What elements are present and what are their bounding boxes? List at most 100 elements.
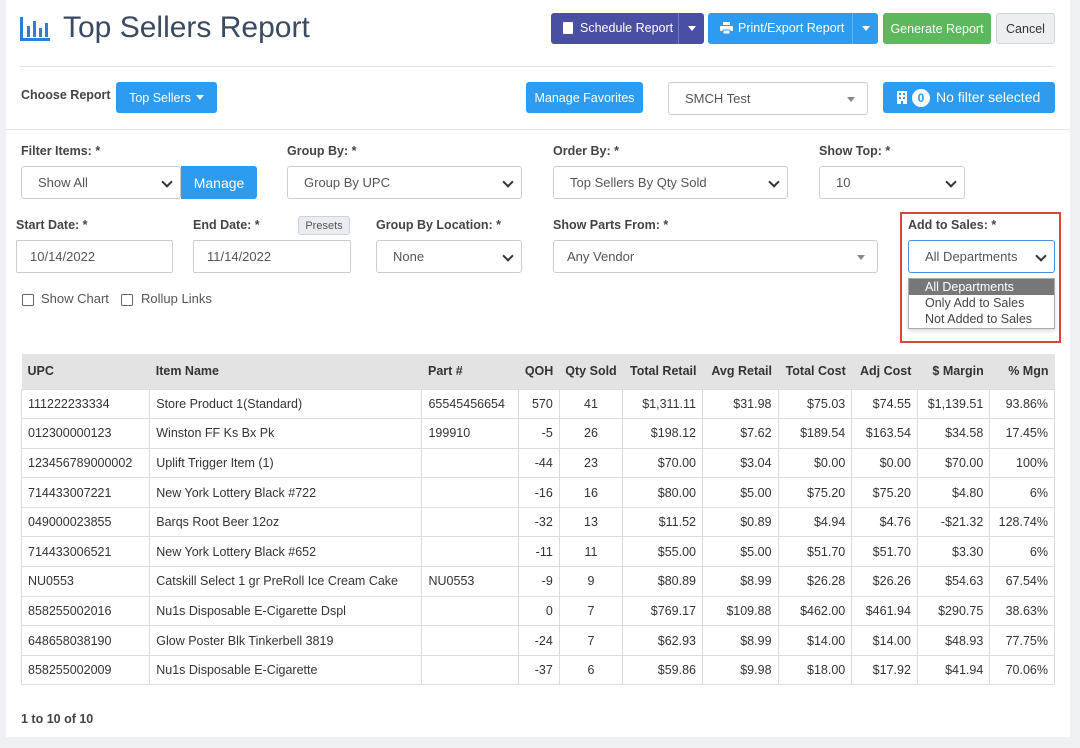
cell-upc: 858255002016 bbox=[20, 595, 151, 627]
report-type-dropdown[interactable]: Top Sellers bbox=[116, 82, 217, 113]
filter-items-label: Filter Items: * bbox=[21, 144, 101, 158]
cell-adj-cost: $14.00 bbox=[851, 625, 918, 656]
show-parts-select[interactable]: Any Vendor bbox=[553, 240, 878, 273]
cell-qoh: 0 bbox=[518, 595, 560, 627]
cell-avg-retail: $109.88 bbox=[701, 595, 779, 627]
cell-margin-percent: 70.06% bbox=[989, 654, 1055, 686]
show-chart-label: Show Chart bbox=[41, 291, 109, 306]
cell-total-retail: $80.89 bbox=[622, 566, 703, 597]
cell-qoh: -11 bbox=[518, 536, 560, 568]
cell-part-number bbox=[421, 595, 520, 627]
cell-item-name: Store Product 1(Standard) bbox=[149, 388, 423, 420]
cell-margin-percent: 93.86% bbox=[989, 388, 1055, 420]
cell-qty-sold: 16 bbox=[558, 477, 624, 508]
table-row[interactable]: 049000023855 Barqs Root Beer 12oz -32 13 $11… bbox=[20, 506, 1055, 538]
show-chart-checkbox[interactable] bbox=[22, 294, 34, 306]
cell-qty-sold: 11 bbox=[558, 536, 624, 568]
rollup-links-checkbox[interactable] bbox=[121, 294, 133, 306]
cell-qoh: -37 bbox=[518, 654, 560, 686]
show-top-select[interactable]: 10 bbox=[819, 166, 965, 199]
cell-adj-cost: $74.55 bbox=[851, 388, 918, 420]
cell-margin: $1,139.51 bbox=[916, 388, 991, 420]
column-header-total-cost[interactable]: Total Cost bbox=[778, 354, 852, 389]
option-all-departments[interactable]: All Departments bbox=[909, 279, 1054, 295]
cell-part-number bbox=[421, 506, 520, 538]
table-row[interactable]: 648658038190 Glow Poster Blk Tinkerbell 3… bbox=[20, 625, 1055, 656]
cell-item-name: Winston FF Ks Bx Pk bbox=[149, 418, 423, 449]
chevron-down-icon bbox=[502, 250, 514, 262]
column-header-adj-cost[interactable]: Adj Cost bbox=[851, 354, 918, 389]
cell-total-retail: $59.86 bbox=[622, 654, 703, 686]
end-date-input[interactable]: 11/14/2022 bbox=[193, 240, 351, 273]
schedule-report-dropdown[interactable] bbox=[678, 13, 704, 44]
cell-margin: $70.00 bbox=[916, 447, 991, 479]
column-header-margin[interactable]: $ Margin bbox=[917, 354, 990, 389]
cell-avg-retail: $9.98 bbox=[701, 654, 779, 686]
column-header-avg-retail[interactable]: Avg Retail bbox=[702, 354, 779, 389]
cell-margin-percent: 6% bbox=[989, 536, 1055, 568]
presets-button[interactable]: Presets bbox=[298, 216, 350, 235]
table-row[interactable]: NU0553 Catskill Select 1 gr PreRoll Ice C… bbox=[20, 566, 1055, 597]
cell-total-cost: $51.70 bbox=[777, 536, 853, 568]
filter-button[interactable]: 0 No filter selected bbox=[883, 82, 1055, 113]
table-row[interactable]: 858255002016 Nu1s Disposable E-Cigarette … bbox=[20, 595, 1055, 627]
cell-upc: 123456789000002 bbox=[20, 447, 151, 479]
cell-margin-percent: 128.74% bbox=[989, 506, 1055, 538]
cell-qoh: -5 bbox=[518, 418, 560, 449]
print-export-button[interactable]: Print/Export Report bbox=[708, 13, 878, 44]
manage-favorites-button[interactable]: Manage Favorites bbox=[526, 82, 643, 113]
cell-margin: $3.30 bbox=[916, 536, 991, 568]
cell-margin: $4.80 bbox=[916, 477, 991, 508]
cell-total-cost: $462.00 bbox=[777, 595, 853, 627]
column-header-item-name[interactable]: Item Name bbox=[149, 354, 422, 389]
filter-items-select[interactable]: Show All bbox=[21, 166, 181, 199]
cell-total-retail: $55.00 bbox=[622, 536, 703, 568]
column-header-qty-sold[interactable]: Qty Sold bbox=[559, 354, 623, 389]
generate-report-button[interactable]: Generate Report bbox=[883, 13, 991, 44]
order-by-value: Top Sellers By Qty Sold bbox=[570, 175, 707, 190]
schedule-report-button[interactable]: Schedule Report bbox=[551, 13, 704, 44]
cell-total-cost: $18.00 bbox=[777, 654, 853, 686]
cell-part-number bbox=[421, 447, 520, 479]
order-by-select[interactable]: Top Sellers By Qty Sold bbox=[553, 166, 788, 199]
table-row[interactable]: 714433006521 New York Lottery Black #652 -… bbox=[20, 536, 1055, 568]
group-by-location-value: None bbox=[393, 249, 425, 264]
table-body: 111222233334 Store Product 1(Standard) 655… bbox=[20, 388, 1055, 686]
option-only-add-to-sales[interactable]: Only Add to Sales bbox=[925, 296, 1025, 310]
cell-qty-sold: 7 bbox=[558, 625, 624, 656]
column-header-upc[interactable]: UPC bbox=[21, 354, 150, 389]
cell-upc: 648658038190 bbox=[20, 625, 151, 656]
chevron-down-icon bbox=[502, 176, 514, 188]
group-by-label: Group By: * bbox=[287, 144, 357, 158]
cell-upc: 858255002009 bbox=[20, 654, 151, 686]
column-header-margin-percent[interactable]: % Mgn bbox=[989, 354, 1055, 389]
cell-adj-cost: $75.20 bbox=[851, 477, 918, 508]
chevron-down-icon bbox=[161, 176, 173, 188]
group-by-select[interactable]: Group By UPC bbox=[287, 166, 522, 199]
column-header-qoh[interactable]: QOH bbox=[518, 354, 560, 389]
cell-total-cost: $4.94 bbox=[777, 506, 853, 538]
start-date-input[interactable]: 10/14/2022 bbox=[16, 240, 173, 273]
cancel-button[interactable]: Cancel bbox=[996, 13, 1055, 44]
option-not-added-to-sales[interactable]: Not Added to Sales bbox=[925, 312, 1033, 326]
print-export-dropdown[interactable] bbox=[852, 13, 878, 44]
cell-total-cost: $14.00 bbox=[777, 625, 853, 656]
manage-button[interactable]: Manage bbox=[181, 166, 257, 199]
column-header-part-number[interactable]: Part # bbox=[421, 354, 519, 389]
table-row[interactable]: 012300000123 Winston FF Ks Bx Pk 199910 -5 2… bbox=[20, 418, 1055, 449]
table-row[interactable]: 123456789000002 Uplift Trigger Item (1) -4… bbox=[20, 447, 1055, 479]
cell-total-retail: $70.00 bbox=[622, 447, 703, 479]
chevron-down-icon bbox=[1035, 250, 1047, 262]
table-row[interactable]: 111222233334 Store Product 1(Standard) 655… bbox=[20, 388, 1055, 420]
store-select[interactable]: SMCH Test bbox=[668, 82, 868, 115]
add-to-sales-select[interactable]: All Departments bbox=[908, 240, 1055, 273]
table-row[interactable]: 714433007221 New York Lottery Black #722 -… bbox=[20, 477, 1055, 508]
table-row[interactable]: 858255002009 Nu1s Disposable E-Cigarette -… bbox=[20, 654, 1055, 686]
caret-down-icon bbox=[195, 95, 204, 100]
cell-margin-percent: 17.45% bbox=[989, 418, 1055, 449]
cell-margin: -$21.32 bbox=[916, 506, 991, 538]
cell-qty-sold: 7 bbox=[558, 595, 624, 627]
column-header-total-retail[interactable]: Total Retail bbox=[622, 354, 703, 389]
group-by-location-select[interactable]: None bbox=[376, 240, 522, 273]
cell-qty-sold: 26 bbox=[558, 418, 624, 449]
